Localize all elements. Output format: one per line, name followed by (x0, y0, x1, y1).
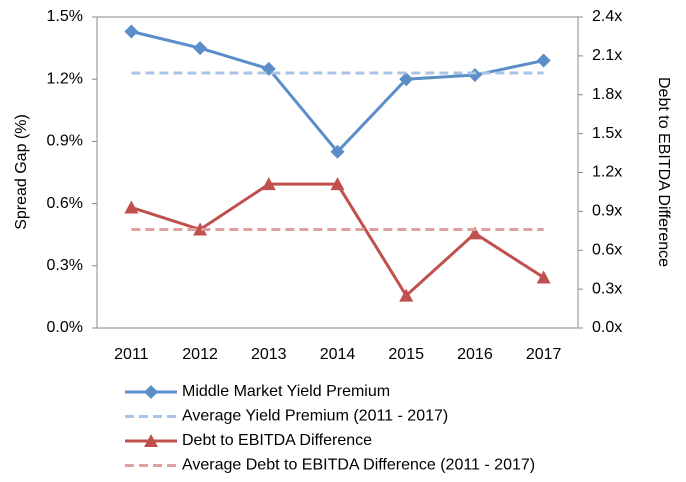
marker (536, 53, 551, 68)
x-tick-label: 2015 (388, 346, 424, 363)
x-tick-label: 2013 (251, 346, 287, 363)
x-tick-label: 2012 (182, 346, 218, 363)
legend-label: Middle Market Yield Premium (182, 383, 390, 400)
y-tick-label: 0.0% (47, 319, 83, 336)
marker (330, 177, 345, 191)
y2-tick-label: 0.3x (592, 280, 622, 297)
y2-tick-label: 1.5x (592, 125, 622, 142)
marker (536, 270, 551, 284)
x-tick-label: 2016 (457, 346, 493, 363)
marker (124, 24, 139, 39)
marker (261, 177, 276, 191)
x-tick-label: 2011 (114, 346, 149, 363)
marker (467, 68, 482, 83)
y2-tick-label: 2.4x (592, 8, 622, 25)
y-tick-label: 0.3% (47, 257, 83, 274)
legend-label: Average Debt to EBITDA Difference (2011 … (182, 457, 535, 474)
plot-area (96, 16, 579, 329)
marker (124, 200, 139, 214)
y2-axis-label: Debt to EBITDA Difference (655, 77, 672, 267)
y2-tick-label: 0.9x (592, 203, 622, 220)
marker (144, 434, 158, 447)
x-tick-label: 2017 (526, 346, 562, 363)
legend-label: Average Yield Premium (2011 - 2017) (182, 408, 448, 425)
marker (399, 72, 414, 87)
marker (193, 222, 208, 236)
y-tick-label: 1.5% (47, 8, 83, 25)
x-tick-label: 2014 (320, 346, 356, 363)
marker (144, 385, 158, 399)
y2-tick-label: 0.0x (592, 319, 622, 336)
marker (399, 288, 414, 302)
marker (330, 144, 345, 159)
legend-label: Debt to EBITDA Difference (182, 432, 372, 449)
marker (193, 41, 208, 56)
series-line (131, 30, 544, 155)
y2-tick-label: 2.1x (592, 47, 622, 64)
y-axis-label: Spread Gap (%) (13, 114, 30, 230)
y-tick-label: 0.9% (47, 133, 83, 150)
y2-tick-label: 1.8x (592, 86, 622, 103)
y2-tick-label: 1.2x (592, 164, 622, 181)
y-tick-label: 0.6% (47, 195, 83, 212)
marker (467, 226, 482, 240)
y-tick-label: 1.2% (47, 70, 83, 87)
series-line (130, 182, 545, 298)
y2-tick-label: 0.6x (592, 241, 622, 258)
